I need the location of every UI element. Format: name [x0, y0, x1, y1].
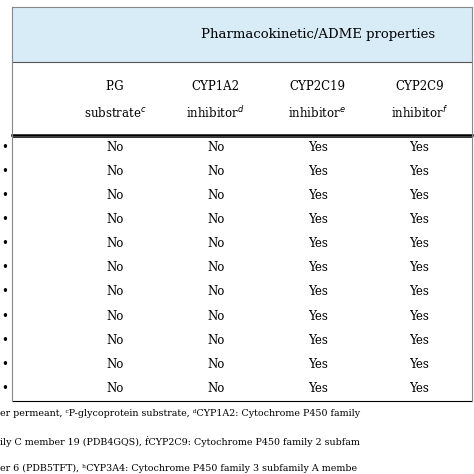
Text: No: No	[106, 285, 124, 299]
Text: Yes: Yes	[410, 165, 429, 178]
Text: Yes: Yes	[410, 382, 429, 395]
Text: •: •	[1, 237, 8, 250]
Text: Yes: Yes	[308, 165, 328, 178]
Text: er permeant, ᶜP-glycoprotein substrate, ᵈCYP1A2: Cytochrome P450 family: er permeant, ᶜP-glycoprotein substrate, …	[0, 409, 360, 418]
Text: No: No	[207, 261, 224, 274]
Text: Yes: Yes	[410, 213, 429, 226]
Text: er 6 (PDB5TFT), ʰCYP3A4: Cytochrome P450 family 3 subfamily A membe: er 6 (PDB5TFT), ʰCYP3A4: Cytochrome P450…	[0, 464, 357, 473]
Text: No: No	[106, 261, 124, 274]
Text: inhibitor$^{d}$: inhibitor$^{d}$	[186, 105, 245, 120]
Text: Yes: Yes	[410, 141, 429, 154]
Text: Yes: Yes	[308, 213, 328, 226]
Text: •: •	[1, 189, 8, 202]
Text: CYP2C9: CYP2C9	[395, 80, 444, 93]
Text: P.G: P.G	[106, 80, 124, 93]
Text: •: •	[1, 334, 8, 346]
Text: No: No	[106, 334, 124, 346]
Text: •: •	[1, 213, 8, 226]
Text: No: No	[106, 141, 124, 154]
Text: inhibitor$^{f}$: inhibitor$^{f}$	[391, 105, 448, 120]
Text: •: •	[1, 285, 8, 299]
Text: No: No	[106, 237, 124, 250]
Text: No: No	[207, 382, 224, 395]
Text: No: No	[106, 382, 124, 395]
Text: No: No	[106, 358, 124, 371]
Text: Pharmacokinetic/ADME properties: Pharmacokinetic/ADME properties	[201, 28, 435, 41]
Text: •: •	[1, 261, 8, 274]
Text: inhibitor$^{e}$: inhibitor$^{e}$	[289, 106, 346, 119]
Text: •: •	[1, 382, 8, 395]
Text: CYP1A2: CYP1A2	[191, 80, 240, 93]
Text: Yes: Yes	[410, 189, 429, 202]
Text: No: No	[207, 285, 224, 299]
Text: substrate$^{c}$: substrate$^{c}$	[83, 106, 146, 119]
Text: No: No	[106, 310, 124, 323]
Text: Yes: Yes	[410, 310, 429, 323]
Text: ily C member 19 (PDB4GQS), ḟCYP2C9: Cytochrome P450 family 2 subfam: ily C member 19 (PDB4GQS), ḟCYP2C9: Cyto…	[0, 437, 360, 447]
Text: •: •	[1, 310, 8, 323]
Text: No: No	[207, 213, 224, 226]
Text: Yes: Yes	[410, 334, 429, 346]
Text: Yes: Yes	[308, 334, 328, 346]
Text: •: •	[1, 358, 8, 371]
Text: No: No	[207, 237, 224, 250]
Text: No: No	[106, 189, 124, 202]
Text: Yes: Yes	[308, 382, 328, 395]
Text: CYP2C19: CYP2C19	[290, 80, 346, 93]
Text: Yes: Yes	[308, 237, 328, 250]
Text: No: No	[207, 358, 224, 371]
Text: No: No	[207, 165, 224, 178]
Text: No: No	[207, 141, 224, 154]
Text: Yes: Yes	[410, 358, 429, 371]
Text: No: No	[207, 334, 224, 346]
Text: Yes: Yes	[410, 237, 429, 250]
Text: Yes: Yes	[410, 261, 429, 274]
Text: •: •	[1, 165, 8, 178]
Text: Yes: Yes	[308, 141, 328, 154]
Text: Yes: Yes	[308, 261, 328, 274]
Text: Yes: Yes	[308, 310, 328, 323]
Text: No: No	[106, 165, 124, 178]
Text: Yes: Yes	[308, 358, 328, 371]
Text: No: No	[106, 213, 124, 226]
Text: Yes: Yes	[308, 285, 328, 299]
Text: Yes: Yes	[410, 285, 429, 299]
Text: No: No	[207, 189, 224, 202]
Text: •: •	[1, 141, 8, 154]
Text: No: No	[207, 310, 224, 323]
Text: Yes: Yes	[308, 189, 328, 202]
